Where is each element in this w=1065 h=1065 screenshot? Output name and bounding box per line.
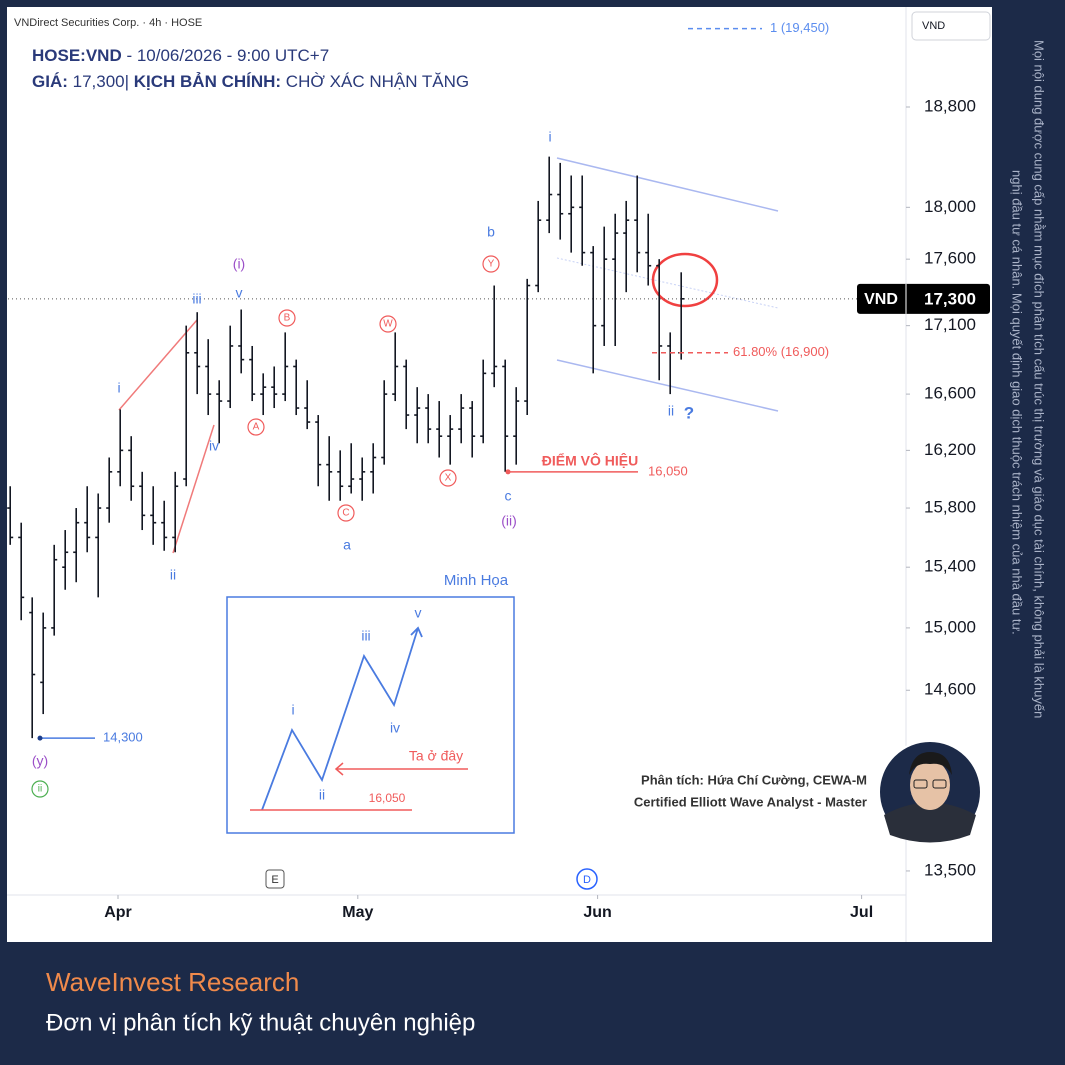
- avatar: [878, 740, 982, 844]
- y-tick-label: 18,000: [924, 197, 976, 216]
- channel-line: [556, 157, 779, 212]
- level-label: 16,050: [648, 463, 688, 478]
- inset-arrow: [410, 626, 423, 638]
- price-tag-bg: [857, 283, 990, 314]
- wave-label: (ii): [501, 513, 517, 529]
- event-label: E: [271, 874, 278, 886]
- y-tick-label: 17,600: [924, 249, 976, 268]
- event-label: D: [583, 874, 591, 886]
- wave-line: [118, 319, 198, 411]
- level-dot: [505, 469, 511, 475]
- currency: VND: [922, 20, 945, 32]
- currency-box: [911, 11, 991, 41]
- wave-circle: [337, 504, 355, 522]
- avatar-suit: [884, 802, 976, 843]
- wave-label: Y: [488, 259, 495, 270]
- x-tick-label: Jun: [583, 904, 611, 921]
- price-value: 17,300|: [68, 72, 129, 91]
- level-label: 1 (19,450): [770, 20, 829, 35]
- event-marker: [265, 869, 285, 889]
- wave-label: ii: [170, 567, 176, 583]
- wave-circle: [247, 418, 265, 436]
- avatar-face: [910, 760, 950, 810]
- wave-label: v: [236, 285, 243, 301]
- y-tick-label: 17,100: [924, 315, 976, 334]
- wave-label: i: [548, 129, 551, 145]
- level-dot: [37, 735, 43, 741]
- price-tag-value: 17,300: [924, 289, 976, 308]
- wave-label: ii: [668, 403, 674, 419]
- inset-pointer-head: [334, 762, 344, 776]
- brand: WaveInvest Research: [46, 967, 299, 997]
- level-label: 61.80% (16,900): [733, 344, 829, 359]
- wave-label: iii: [192, 291, 201, 307]
- analyst: Phân tích: Hứa Chí Cường, CEWA-M: [641, 772, 867, 787]
- wave-label: A: [253, 422, 260, 433]
- highlight-ellipse: [651, 252, 719, 308]
- disclaimer: nghị đầu tư cá nhân. Mọi quyết định giao…: [1010, 170, 1025, 635]
- wave-label: ĐIỂM VÔ HIỆU: [542, 452, 638, 469]
- inset-label: i: [291, 702, 294, 718]
- wave-label: a: [343, 537, 351, 553]
- inset-label: iv: [390, 720, 400, 736]
- level-label: 14,300: [103, 730, 143, 745]
- chart-panel: [7, 7, 992, 942]
- y-tick-label: 15,000: [924, 617, 976, 636]
- x-tick-label: Jul: [850, 904, 873, 921]
- inset-level-label: 16,050: [369, 791, 406, 805]
- inset-box: [226, 596, 515, 834]
- title: HOSE:VND - 10/06/2026 - 9:00 UTC+7: [32, 46, 329, 65]
- wave-label: (i): [233, 256, 245, 272]
- y-tick-label: 16,600: [924, 384, 976, 403]
- avatar-hair: [909, 752, 952, 775]
- date: - 10/06/2026 - 9:00 UTC+7: [122, 46, 329, 65]
- wave-label: c: [505, 488, 512, 504]
- avatar-glasses: [913, 779, 928, 789]
- symbol: HOSE:VND: [32, 46, 122, 65]
- wave-label: C: [342, 508, 349, 519]
- wave-label: W: [383, 319, 393, 330]
- wave-line: [172, 424, 215, 554]
- subtitle: GIÁ: 17,300| KỊCH BẢN CHÍNH: CHỜ XÁC NHẬ…: [32, 72, 469, 91]
- wave-label: X: [445, 473, 452, 484]
- tagline: Đơn vị phân tích kỹ thuật chuyên nghiệp: [46, 1009, 475, 1036]
- wave-circle: [278, 309, 296, 327]
- wave-label: (y): [32, 753, 48, 769]
- inset-label: ii: [319, 787, 325, 803]
- y-tick-label: 13,500: [924, 860, 976, 879]
- y-tick-label: 16,200: [924, 440, 976, 459]
- price-tag-symbol: VND: [864, 291, 898, 308]
- inset-label: iii: [361, 628, 370, 644]
- scenario-label: KỊCH BẢN CHÍNH:: [129, 72, 281, 91]
- analyst-title: Certified Elliott Wave Analyst - Master: [634, 794, 867, 809]
- wave-label: i: [117, 380, 120, 396]
- wave-label: B: [284, 313, 291, 324]
- avatar-glasses: [932, 779, 947, 789]
- y-tick-label: 14,600: [924, 680, 976, 699]
- y-tick-label: 18,800: [924, 96, 976, 115]
- wave-label: ii: [38, 784, 42, 795]
- inset-label: v: [415, 605, 422, 621]
- x-tick-label: May: [342, 904, 373, 921]
- event-marker: [576, 868, 598, 890]
- scenario-value: CHỜ XÁC NHẬN TĂNG: [281, 72, 469, 91]
- y-tick-label: 15,800: [924, 498, 976, 517]
- wave-circle: [439, 469, 457, 487]
- source: VNDirect Securities Corp. · 4h · HOSE: [14, 17, 202, 29]
- wave-circle: [31, 780, 49, 798]
- wave-label: b: [487, 224, 495, 240]
- wave-circle: [379, 315, 397, 333]
- x-tick-label: Apr: [104, 904, 132, 921]
- y-tick-label: 15,400: [924, 557, 976, 576]
- wave-label: iv: [209, 438, 219, 454]
- wave-label: ?: [684, 403, 694, 422]
- inset-note: Ta ở đây: [409, 748, 463, 764]
- price-label: GIÁ:: [32, 72, 68, 91]
- wave-circle: [482, 255, 500, 273]
- disclaimer: Mọi nội dung được cung cấp nhằm mục đích…: [1032, 40, 1047, 718]
- inset-title: Minh Họa: [444, 572, 509, 589]
- inset-wave: [261, 627, 419, 811]
